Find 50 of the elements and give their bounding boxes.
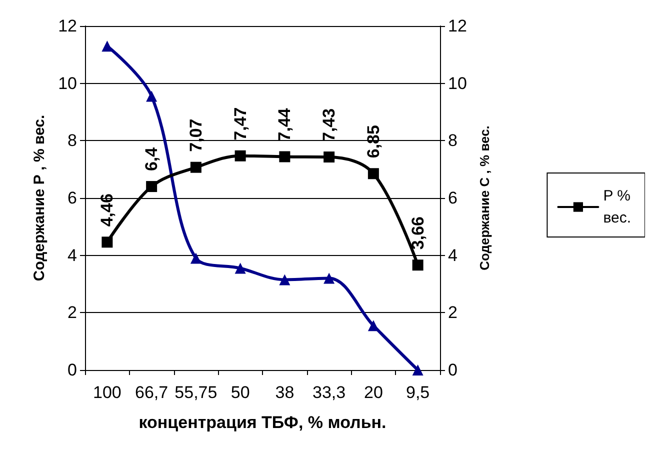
x-tick-label: 66,7 [135, 383, 168, 402]
y-tick-label: 4 [68, 246, 77, 265]
point [190, 252, 202, 264]
point [368, 320, 379, 332]
point [279, 151, 290, 162]
point [368, 168, 379, 180]
data-label: 3,66 [408, 216, 428, 250]
y-tick-label: 8 [68, 131, 77, 150]
x-tick-label: 38 [275, 383, 294, 402]
data-label: 6,4 [142, 146, 162, 172]
y-tick-label: 0 [68, 360, 77, 380]
x-axis-title: концентрация ТБФ, % мольн. [138, 413, 386, 432]
point [324, 272, 335, 284]
data-label: 6,85 [364, 125, 383, 158]
y-tick-label: 12 [58, 16, 77, 36]
y2-tick-label: 8 [448, 131, 458, 150]
point [146, 181, 158, 192]
y-tick-label: 6 [68, 188, 77, 208]
data-label: 7,43 [320, 108, 339, 142]
point [190, 162, 202, 173]
y2-tick-label: 6 [448, 188, 458, 208]
data-label: 7,47 [230, 107, 250, 140]
data-label: 4,46 [98, 194, 117, 227]
y2-tick-label: 0 [448, 360, 458, 380]
y-axis-title: Содержание Р , % вес. [31, 114, 48, 282]
y2-tick-label: 4 [448, 246, 458, 265]
y-tick-label: 2 [68, 303, 77, 322]
x-tick-label: 55,75 [174, 383, 218, 402]
legend-label: P % вес. [603, 188, 631, 226]
point [412, 260, 424, 271]
x-tick-label: 50 [230, 383, 250, 402]
point [102, 236, 113, 248]
point [412, 364, 424, 376]
point [146, 90, 158, 102]
y-tick-label: 10 [58, 74, 77, 93]
x-tick-label: 9,5 [406, 383, 430, 402]
point [234, 262, 246, 274]
x-tick-label: 33,3 [312, 383, 346, 402]
y2-axis-title: Содержание С , % вес. [476, 126, 492, 270]
x-tick-label: 100 [93, 383, 122, 402]
x-tick-label: 20 [364, 383, 383, 402]
y2-tick-label: 2 [448, 303, 458, 322]
point [324, 152, 335, 163]
point [279, 274, 290, 286]
point [102, 40, 113, 52]
data-label: 7,07 [186, 118, 206, 152]
y2-tick-label: 12 [448, 16, 467, 36]
point [234, 150, 246, 162]
data-label: 7,44 [275, 108, 294, 142]
y2-tick-label: 10 [448, 74, 467, 93]
